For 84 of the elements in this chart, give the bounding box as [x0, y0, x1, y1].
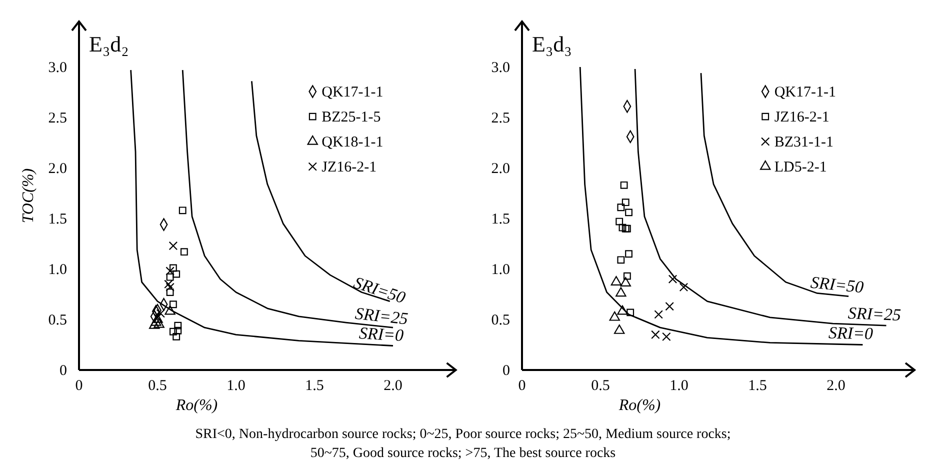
point [662, 332, 671, 342]
point [616, 218, 624, 226]
point [150, 316, 162, 326]
y-tick-label: 2.0 [48, 161, 67, 177]
point [617, 256, 625, 264]
x-axis-title: Ro(%) [174, 397, 218, 414]
point [164, 305, 176, 315]
y-tick-label: 0.5 [48, 312, 67, 328]
x-tick-label: 2.0 [384, 378, 402, 394]
point [154, 318, 164, 328]
point [166, 266, 174, 276]
y-tick-label: 3.0 [48, 60, 67, 76]
point [668, 274, 678, 284]
point [174, 322, 182, 330]
point [178, 206, 186, 214]
legend-label: QK18-1-1 [322, 134, 384, 151]
legend-label: BZ31-1-1 [774, 134, 834, 151]
legend-label: QK17-1-1 [322, 84, 384, 101]
point [156, 309, 166, 318]
point [609, 311, 620, 321]
y-tick-label: 3.0 [491, 60, 510, 76]
text: E₃d₂ [89, 32, 129, 57]
point [149, 319, 160, 329]
x-tick-label: 1.0 [226, 378, 246, 394]
x-tick-label: 0 [518, 378, 526, 394]
y-tick-label: 0 [60, 363, 67, 379]
x-tick-label: 2.0 [826, 378, 846, 394]
y-tick-label: 2.0 [491, 161, 510, 177]
y-tick-label: 0.5 [491, 312, 510, 328]
point [166, 288, 174, 296]
x-tick-label: 1.5 [305, 378, 324, 394]
point [654, 310, 663, 319]
point [166, 282, 174, 292]
point [164, 280, 173, 289]
y-axis-title: TOC(%) [20, 168, 37, 224]
x-tick-label: 0 [75, 378, 83, 394]
point [626, 308, 634, 316]
point [617, 305, 628, 315]
point [618, 224, 626, 232]
point [665, 302, 674, 311]
point [679, 282, 688, 292]
y-tick-label: 0 [502, 363, 510, 379]
point [614, 324, 625, 334]
point [169, 328, 177, 336]
point [616, 287, 626, 297]
point [180, 248, 188, 256]
x-tick-label: 0.5 [591, 378, 610, 394]
y-tick-label: 2.5 [491, 110, 510, 126]
point [168, 241, 178, 250]
point [620, 277, 631, 286]
series-label: SRI=25 [848, 304, 902, 325]
point [622, 198, 630, 206]
x-axis-title: Ro(%) [618, 397, 661, 414]
y-tick-label: 1.0 [491, 262, 510, 278]
y-tick-label: 1.0 [48, 262, 67, 278]
point [174, 326, 182, 334]
legend-label: BZ25-1-5 [322, 110, 381, 126]
point [172, 270, 180, 278]
text: SRI=50 [810, 272, 865, 297]
point [651, 330, 660, 340]
legend-label: LD5-2-1 [774, 160, 827, 176]
legend-label: QK17-1-1 [774, 84, 836, 101]
point [169, 264, 177, 272]
point [617, 204, 625, 212]
point [172, 332, 180, 340]
y-tick-label: 2.5 [48, 110, 67, 126]
point [166, 273, 174, 281]
point [623, 272, 631, 280]
legend-label: JZ16-2-1 [774, 110, 830, 126]
point [625, 250, 632, 258]
text: E₃d₃ [532, 32, 572, 57]
legend-label: JZ16-2-1 [322, 160, 377, 176]
point [169, 300, 177, 308]
x-tick-label: 1.5 [748, 378, 767, 394]
point [610, 276, 622, 286]
point [625, 208, 632, 216]
point [620, 181, 628, 189]
y-tick-label: 1.5 [48, 212, 67, 228]
text: 50~75, Good source rocks; >75, The best source rocks [310, 446, 616, 461]
x-tick-label: 1.0 [670, 378, 688, 394]
x-tick-label: 0.5 [148, 378, 167, 394]
series-label: SRI=0 [828, 323, 874, 344]
y-tick-label: 1.5 [491, 212, 510, 228]
text: SRI<0, Non-hydrocarbon source rocks; 0~25, Poor source rocks; 25~50, Medium source rocks; [195, 427, 731, 442]
